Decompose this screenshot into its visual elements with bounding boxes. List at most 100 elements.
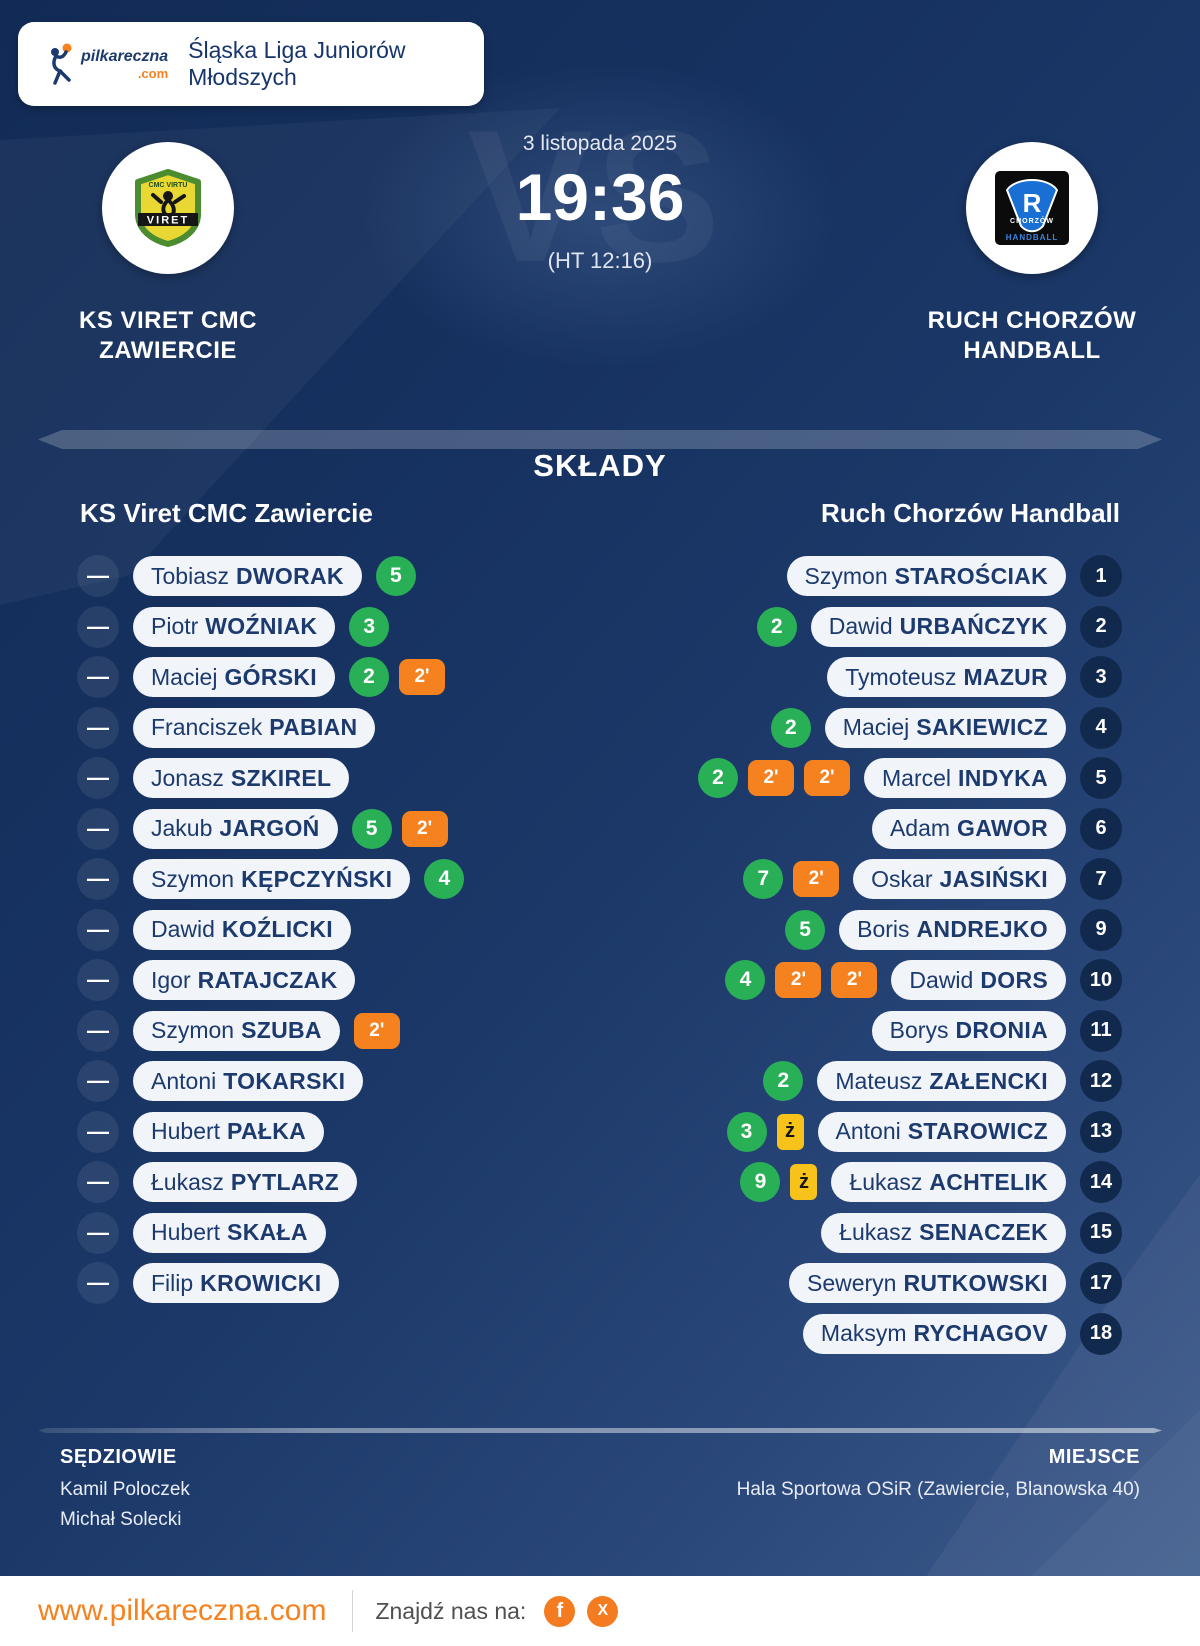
- away-team-name: RUCH CHORZÓW HANDBALL: [882, 306, 1182, 366]
- player-name-pill: Dawid DORS: [891, 960, 1066, 1000]
- referees-label: SĘDZIOWIE: [60, 1446, 177, 1468]
- player-row: 7 2' Oskar JASIŃSKI 7: [743, 858, 1122, 900]
- player-last-name: RUTKOWSKI: [903, 1269, 1048, 1296]
- player-last-name: SZKIREL: [230, 764, 332, 791]
- home-player-list: — Tobiasz DWORAK 5 — Piotr WOŹNIAK 3 — Mac…: [77, 555, 465, 1314]
- player-name-pill: Łukasz PYTLARZ: [133, 1162, 358, 1202]
- player-number: 11: [1090, 1019, 1112, 1041]
- player-row: — Dawid KOŹLICKI: [77, 908, 351, 951]
- player-number-circle: —: [77, 959, 119, 1001]
- player-number-circle: —: [77, 1110, 119, 1153]
- player-number: 1: [1095, 564, 1107, 587]
- goal-count-badge: 5: [351, 808, 392, 849]
- player-row: Adam GAWOR 6: [871, 807, 1122, 850]
- player-first-name: Igor: [151, 966, 191, 993]
- player-row: 5 Boris ANDREJKO 9: [785, 908, 1122, 951]
- vs-watermark: VS: [467, 91, 723, 301]
- player-last-name: STAROŚCIAK: [894, 562, 1048, 589]
- referee-name: Michał Solecki: [60, 1509, 182, 1530]
- x-twitter-icon[interactable]: X: [587, 1595, 619, 1627]
- brand-logo: pilkareczna .com: [46, 42, 168, 86]
- two-minute-penalty-badge: 2': [804, 760, 850, 796]
- player-first-name: Oskar: [871, 865, 933, 892]
- player-row: — Piotr WOŹNIAK 3: [77, 605, 390, 648]
- player-last-name: TOKARSKI: [223, 1067, 346, 1094]
- player-last-name: GÓRSKI: [224, 663, 317, 690]
- player-row: Borys DRONIA 11: [871, 1009, 1122, 1052]
- two-minute-penalty-badge: 2': [793, 861, 840, 897]
- player-name-pill: Dawid URBAŃCZYK: [810, 606, 1066, 647]
- player-number: —: [87, 1270, 109, 1295]
- player-number: 3: [1095, 665, 1107, 688]
- two-minute-penalty-badge: 2': [399, 659, 445, 695]
- player-name-pill: Borys DRONIA: [871, 1010, 1066, 1051]
- player-name-pill: Mateusz ZAŁENCKI: [817, 1061, 1066, 1101]
- goal-count-badge: 2: [349, 657, 389, 697]
- player-name-pill: Antoni TOKARSKI: [133, 1061, 364, 1101]
- player-last-name: PABIAN: [269, 714, 358, 740]
- referee-name: Kamil Poloczek: [60, 1479, 190, 1500]
- player-number: 14: [1089, 1170, 1113, 1193]
- player-number-circle: —: [77, 656, 119, 698]
- crest-sport-text: HANDBALL: [1006, 233, 1058, 242]
- handball-player-icon: [51, 43, 72, 85]
- player-badges: 2: [770, 707, 811, 748]
- player-number: 7: [1095, 867, 1107, 890]
- player-last-name: PYTLARZ: [230, 1168, 340, 1195]
- player-row: — Szymon KĘPCZYŃSKI 4: [77, 858, 465, 900]
- player-name-pill: Szymon STAROŚCIAK: [786, 556, 1066, 596]
- player-name-pill: Łukasz SENACZEK: [821, 1212, 1066, 1253]
- player-first-name: Adam: [889, 815, 951, 841]
- halftime-score: (HT 12:16): [547, 248, 653, 273]
- player-last-name: KOŹLICKI: [221, 916, 333, 942]
- goal-count-badge: 2: [763, 1061, 804, 1101]
- player-number-circle: —: [77, 1211, 119, 1254]
- player-number: —: [87, 866, 109, 891]
- crest-top-text: CMC VIRTU: [149, 182, 188, 189]
- website-link[interactable]: www.pilkareczna.com: [38, 1594, 327, 1627]
- player-first-name: Marcel: [882, 764, 952, 791]
- goal-count-badge: 4: [725, 960, 766, 1000]
- goal-count-badge: 2: [770, 707, 811, 748]
- player-last-name: STAROWICZ: [907, 1118, 1048, 1144]
- player-last-name: SZUBA: [241, 1017, 322, 1043]
- player-badges: 4: [424, 859, 465, 899]
- player-number-circle: —: [77, 706, 119, 749]
- player-row: Łukasz SENACZEK 15: [821, 1211, 1122, 1254]
- find-us-label: Znajdź nas na:: [375, 1597, 527, 1624]
- player-number-circle: —: [77, 1009, 119, 1052]
- player-number: —: [87, 1068, 109, 1093]
- goal-count-badge: 3: [726, 1111, 767, 1152]
- home-lineup-header: KS Viret CMC Zawiercie: [80, 498, 373, 528]
- player-first-name: Dawid: [828, 613, 893, 639]
- player-name-pill: Tobiasz DWORAK: [133, 556, 362, 596]
- crest-letter: R: [1023, 188, 1042, 218]
- player-last-name: ANDREJKO: [916, 916, 1048, 942]
- player-name-pill: Szymon SZUBA: [133, 1010, 340, 1051]
- player-last-name: DWORAK: [235, 562, 344, 589]
- home-team-name-line1: KS VIRET CMC: [78, 307, 257, 334]
- player-name-pill: Dawid KOŹLICKI: [133, 909, 351, 950]
- two-minute-penalty-badge: 2': [401, 810, 448, 847]
- player-last-name: DRONIA: [955, 1017, 1048, 1043]
- player-number-circle: 9: [1080, 908, 1122, 951]
- player-row: 2 Mateusz ZAŁENCKI 12: [763, 1060, 1122, 1102]
- player-name-pill: Antoni STAROWICZ: [817, 1111, 1066, 1152]
- player-first-name: Filip: [151, 1269, 194, 1296]
- facebook-icon[interactable]: f: [544, 1595, 576, 1627]
- player-row: — Łukasz PYTLARZ: [77, 1161, 358, 1203]
- goal-count-badge: 5: [375, 556, 416, 596]
- player-number: —: [87, 765, 109, 790]
- two-minute-penalty-badge: 2': [748, 760, 794, 796]
- player-last-name: SAKIEWICZ: [916, 714, 1048, 740]
- player-number-circle: 14: [1080, 1161, 1122, 1203]
- away-team-name-line2: HANDBALL: [963, 337, 1101, 364]
- player-number: 12: [1089, 1069, 1113, 1092]
- player-number-circle: 2: [1080, 605, 1122, 648]
- goal-count-badge: 2: [698, 758, 738, 798]
- away-lineup-header: Ruch Chorzów Handball: [821, 498, 1120, 528]
- home-team-name-line2: ZAWIERCIE: [99, 337, 237, 364]
- player-last-name: PAŁKA: [227, 1118, 307, 1144]
- league-header-card: pilkareczna .com Śląska Liga Juniorów Mł…: [18, 22, 484, 106]
- player-number: 5: [1095, 766, 1107, 789]
